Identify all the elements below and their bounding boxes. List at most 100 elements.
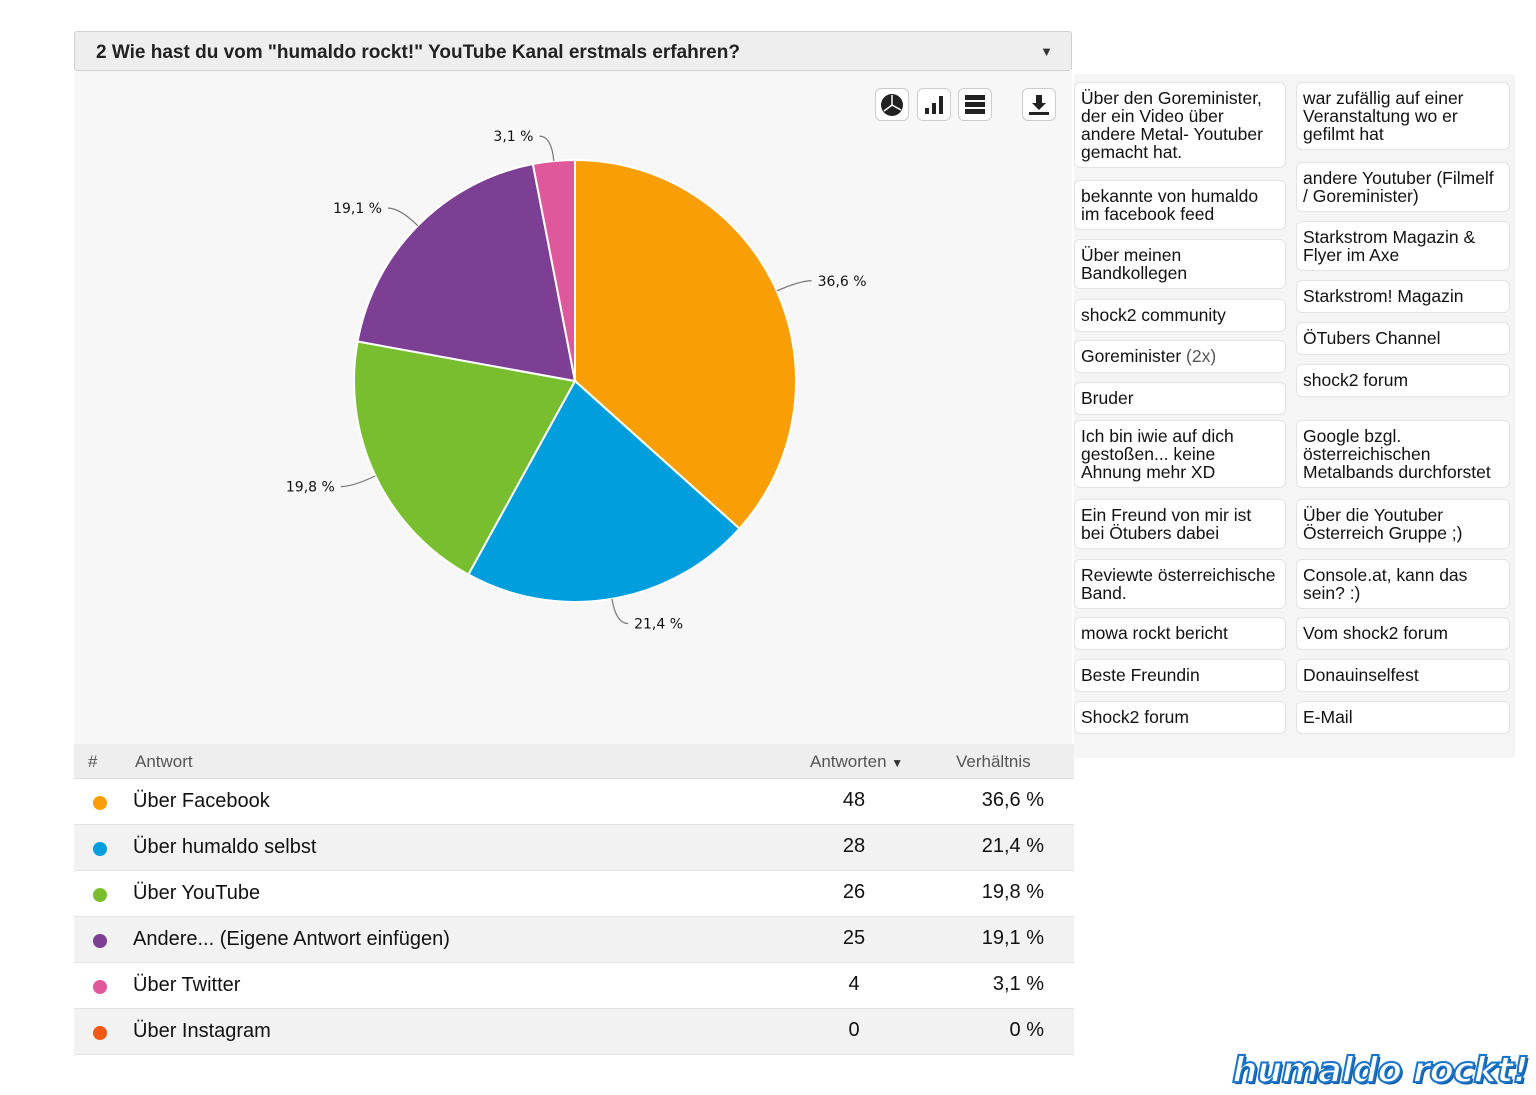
- other-answer-card: Console.at, kann das sein? :): [1296, 559, 1510, 609]
- other-answer-text: Goreminister: [1081, 346, 1182, 366]
- pie-label-connector: [539, 135, 555, 162]
- other-answer-text: Über den Goreminister, der ein Video übe…: [1081, 88, 1263, 162]
- answer-count: 26: [842, 881, 866, 903]
- other-answer-text: Donauinselfest: [1303, 665, 1419, 685]
- col-count-sort[interactable]: Antworten ▼: [810, 752, 903, 772]
- answer-label: Über Twitter: [133, 974, 241, 996]
- answer-ratio: 3,1 %: [992, 973, 1044, 995]
- answer-ratio: 19,1 %: [981, 927, 1044, 949]
- download-icon: [1029, 94, 1049, 115]
- question-title: 2 Wie hast du vom "humaldo rockt!" YouTu…: [96, 42, 740, 63]
- other-answer-text: Über die Youtuber Österreich Gruppe ;): [1303, 505, 1463, 543]
- other-answer-card: Ich bin iwie auf dich gestoßen... keine …: [1074, 420, 1286, 488]
- other-answer-card: E-Mail: [1296, 701, 1510, 734]
- answer-ratio: 0 %: [1009, 1019, 1044, 1041]
- col-ratio: Verhältnis: [956, 752, 1031, 771]
- question-header[interactable]: 2 Wie hast du vom "humaldo rockt!" YouTu…: [74, 31, 1072, 71]
- pie-chart-button[interactable]: [875, 88, 909, 121]
- humaldo-logo: humaldo rockt!: [1231, 1049, 1530, 1092]
- other-answer-text: Reviewte österreichische Band.: [1081, 565, 1276, 603]
- pie-data-label: 36,6 %: [818, 274, 867, 290]
- bar-chart-button[interactable]: [917, 88, 951, 121]
- pie-slice[interactable]: [353, 340, 577, 576]
- other-answer-text: Starkstrom! Magazin: [1303, 286, 1464, 306]
- other-answer-card: Donauinselfest: [1296, 659, 1510, 692]
- table-row: Über Instagram 0 0 %: [74, 1009, 1074, 1055]
- legend-dot-icon: [93, 934, 107, 948]
- other-answer-card: Über die Youtuber Österreich Gruppe ;): [1296, 499, 1510, 549]
- other-answer-text: war zufällig auf einer Veranstaltung wo …: [1303, 88, 1464, 144]
- col-count: Antworten: [810, 752, 887, 771]
- other-answer-card: Über meinen Bandkollegen: [1074, 239, 1286, 289]
- other-answer-card: Vom shock2 forum: [1296, 617, 1510, 650]
- answer-count: 4: [848, 973, 860, 995]
- other-answer-card: shock2 community: [1074, 299, 1286, 332]
- other-answer-count: (2x): [1186, 346, 1217, 366]
- chevron-down-icon[interactable]: ▼: [1040, 44, 1053, 59]
- answer-count: 0: [848, 1019, 860, 1041]
- answer-label: Andere... (Eigene Antwort einfügen): [133, 928, 450, 950]
- pie-data-label: 3,1 %: [493, 129, 533, 145]
- other-answer-card: Bruder: [1074, 382, 1286, 415]
- other-answer-card: ÖTubers Channel: [1296, 322, 1510, 355]
- other-answer-text: ÖTubers Channel: [1303, 328, 1441, 348]
- pie-data-label: 19,8 %: [286, 480, 335, 496]
- other-answer-card: Über den Goreminister, der ein Video übe…: [1074, 82, 1286, 168]
- other-answer-text: Ein Freund von mir ist bei Ötubers dabei: [1081, 505, 1252, 543]
- other-answer-card: Google bzgl. österreichischen Metalbands…: [1296, 420, 1510, 488]
- sort-caret-icon[interactable]: ▼: [891, 756, 904, 770]
- table-row: Andere... (Eigene Antwort einfügen) 25 1…: [74, 917, 1074, 963]
- pie-data-label: 21,4 %: [634, 617, 683, 633]
- other-answer-text: Shock2 forum: [1081, 707, 1189, 727]
- other-answer-card: shock2 forum: [1296, 364, 1510, 397]
- download-button[interactable]: [1022, 88, 1056, 121]
- pie-slice[interactable]: [574, 158, 797, 531]
- other-answer-text: Ich bin iwie auf dich gestoßen... keine …: [1081, 426, 1234, 482]
- other-answer-text: andere Youtuber (Filmelf / Goreminister): [1303, 168, 1494, 206]
- pie-label-connector: [776, 280, 812, 292]
- other-answer-card: Ein Freund von mir ist bei Ötubers dabei: [1074, 499, 1286, 549]
- answer-ratio: 21,4 %: [981, 835, 1044, 857]
- other-answer-text: Console.at, kann das sein? :): [1303, 565, 1468, 603]
- answer-label: Über Facebook: [133, 790, 270, 812]
- other-answer-card: Beste Freundin: [1074, 659, 1286, 692]
- other-answer-text: Beste Freundin: [1081, 665, 1200, 685]
- other-answer-text: E-Mail: [1303, 707, 1353, 727]
- table-icon: [965, 94, 985, 114]
- other-answer-card: bekannte von humaldo im facebook feed: [1074, 180, 1286, 230]
- other-answer-text: mowa rockt bericht: [1081, 623, 1228, 643]
- col-answer: Antwort: [135, 752, 193, 771]
- answer-count: 48: [842, 789, 866, 811]
- table-row: Über humaldo selbst 28 21,4 %: [74, 825, 1074, 871]
- other-answer-text: Vom shock2 forum: [1303, 623, 1448, 643]
- other-answer-text: bekannte von humaldo im facebook feed: [1081, 186, 1259, 224]
- other-answer-card: Starkstrom Magazin & Flyer im Axe: [1296, 221, 1510, 271]
- other-answers-panel: Über den Goreminister, der ein Video übe…: [1074, 74, 1515, 758]
- other-answer-text: Bruder: [1081, 388, 1134, 408]
- answer-count: 25: [842, 927, 866, 949]
- other-answer-card: war zufällig auf einer Veranstaltung wo …: [1296, 82, 1510, 150]
- pie-slice[interactable]: [531, 158, 576, 382]
- other-answer-card: Shock2 forum: [1074, 701, 1286, 734]
- other-answer-card: andere Youtuber (Filmelf / Goreminister): [1296, 162, 1510, 212]
- other-answer-text: Starkstrom Magazin & Flyer im Axe: [1303, 227, 1476, 265]
- table-row: Über Facebook 48 36,6 %: [74, 779, 1074, 825]
- pie-chart: 36,6 % 21,4 % 19,8 % 19,1 % 3,1 %: [286, 129, 867, 633]
- legend-dot-icon: [93, 980, 107, 994]
- answer-ratio: 19,8 %: [981, 881, 1044, 903]
- legend-dot-icon: [93, 888, 107, 902]
- other-answer-text: shock2 community: [1081, 305, 1226, 325]
- bar-chart-icon: [925, 95, 943, 114]
- answer-count: 28: [842, 835, 866, 857]
- other-answer-text: Über meinen Bandkollegen: [1081, 245, 1188, 283]
- legend-dot-icon: [93, 1026, 107, 1040]
- pie-label-connector: [387, 207, 419, 227]
- pie-chart-icon: [881, 93, 903, 116]
- pie-label-connector: [611, 598, 629, 625]
- chart-panel: 36,6 % 21,4 % 19,8 % 19,1 % 3,1 %: [74, 71, 1072, 744]
- other-answer-card: mowa rockt bericht: [1074, 617, 1286, 650]
- table-row: Über Twitter 4 3,1 %: [74, 963, 1074, 1009]
- table-view-button[interactable]: [958, 88, 992, 121]
- table-row: Über YouTube 26 19,8 %: [74, 871, 1074, 917]
- pie-label-connector: [340, 475, 376, 488]
